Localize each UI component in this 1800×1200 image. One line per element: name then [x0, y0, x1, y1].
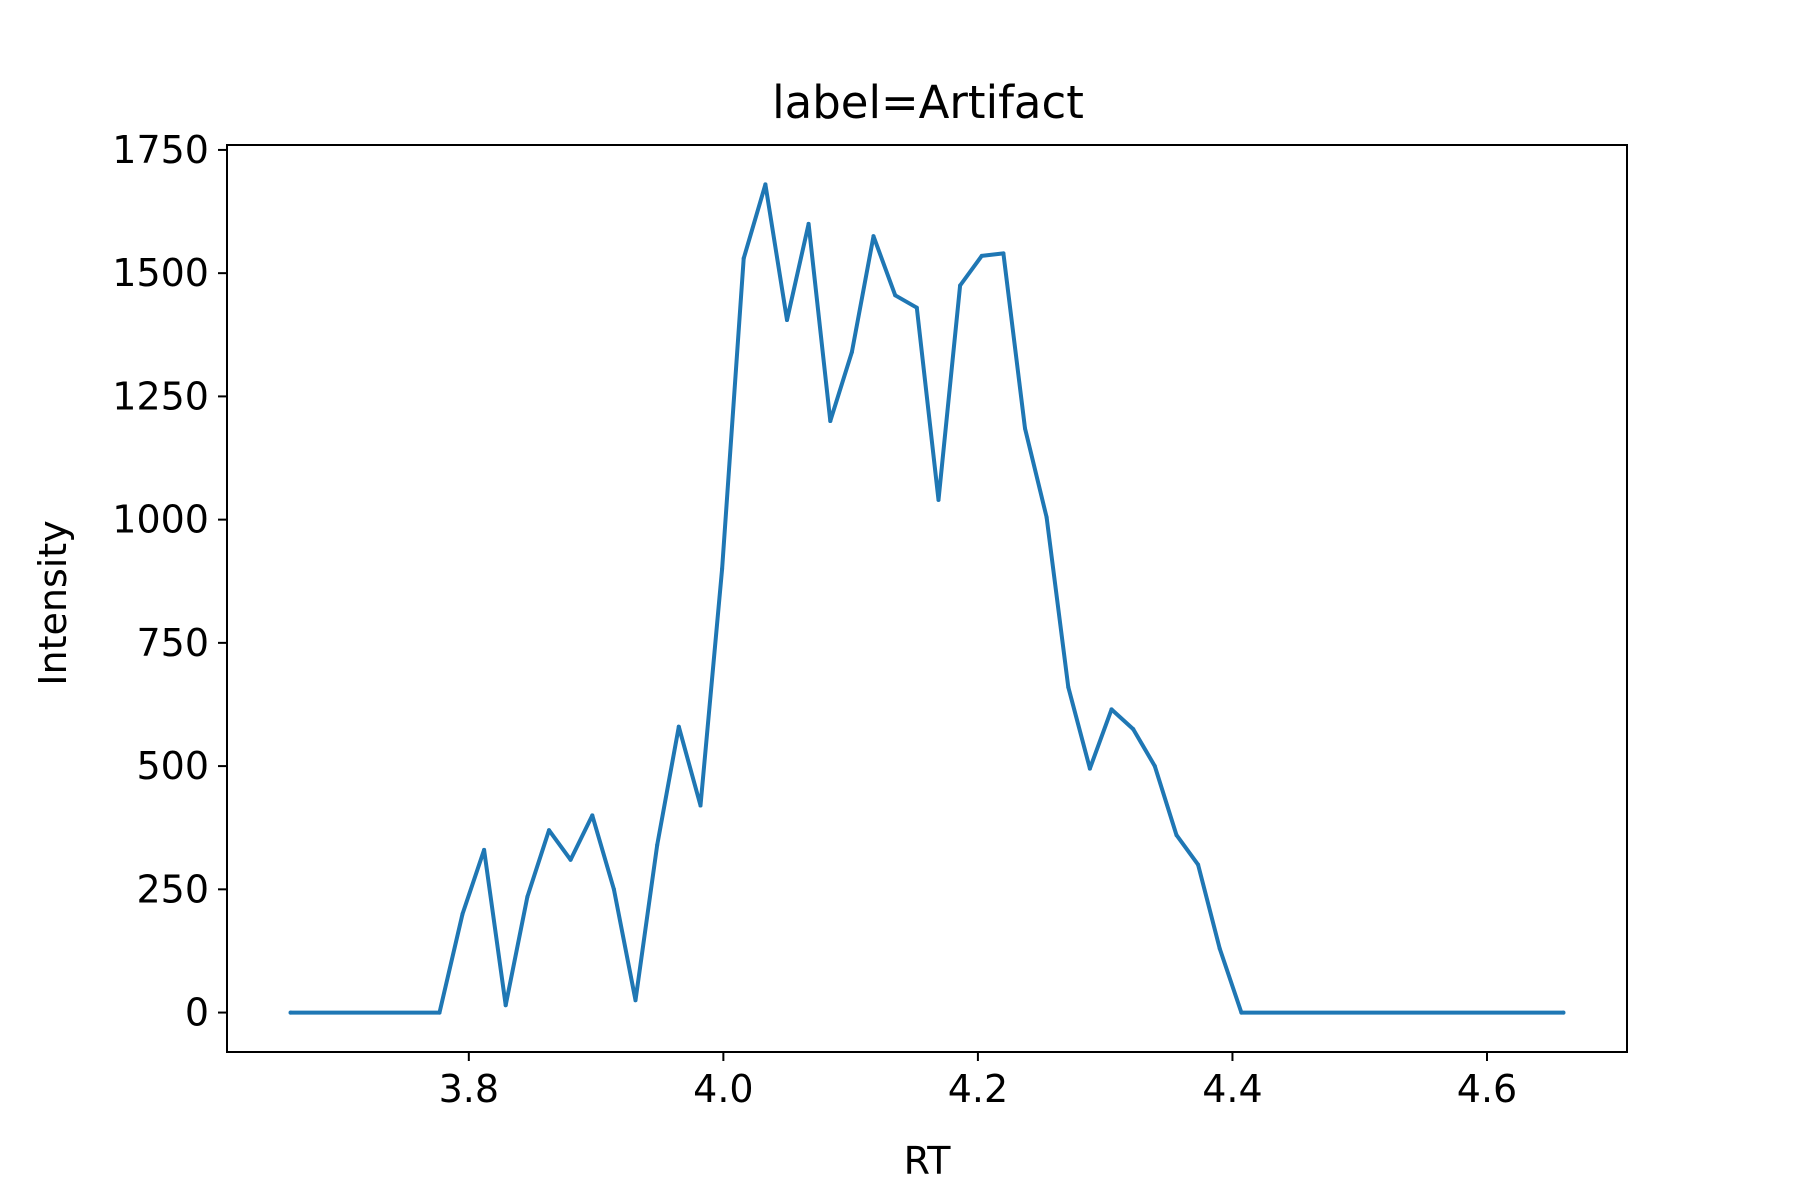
data-point [1561, 1010, 1566, 1015]
data-point [611, 887, 616, 892]
x-axis: 3.8 4.0 4.2 4.4 4.6 [439, 1052, 1517, 1111]
series-line [288, 182, 1566, 1015]
data-point [437, 1010, 442, 1015]
data-point [698, 803, 703, 808]
data-point [547, 828, 551, 833]
x-tick-label: 4.4 [1202, 1067, 1262, 1111]
data-point [763, 182, 768, 187]
data-point [1131, 727, 1136, 732]
y-tick-label: 750 [136, 621, 209, 665]
y-tick-label: 1250 [112, 374, 209, 418]
data-point [1023, 426, 1027, 431]
data-point [1001, 251, 1006, 256]
data-point [1217, 946, 1222, 951]
data-point [1066, 685, 1071, 690]
y-tick-label: 500 [136, 744, 209, 788]
data-point [1152, 764, 1157, 769]
data-point [849, 350, 854, 354]
data-point [590, 813, 595, 818]
data-point [720, 566, 725, 571]
y-tick-label: 0 [185, 991, 209, 1035]
data-point [936, 497, 941, 502]
y-tick-label: 1000 [112, 498, 209, 542]
data-point [655, 843, 660, 847]
series-points [288, 182, 1566, 1015]
data-point [828, 419, 833, 423]
data-point [871, 234, 876, 239]
data-point [979, 253, 984, 258]
x-axis-label: RT [904, 1139, 952, 1183]
data-point [914, 305, 919, 310]
chart-title: label=Artifact [772, 76, 1084, 129]
data-point [525, 894, 530, 899]
x-tick-label: 4.0 [693, 1067, 753, 1111]
data-point [1109, 707, 1114, 712]
data-point [568, 857, 573, 862]
data-point [1196, 862, 1201, 867]
y-axis-label: Intensity [31, 520, 75, 685]
y-tick-label: 250 [136, 867, 209, 911]
data-point [460, 912, 465, 916]
data-point [503, 1003, 508, 1008]
data-point [288, 1010, 293, 1015]
x-tick-label: 3.8 [439, 1067, 499, 1111]
data-point [482, 847, 487, 852]
data-point [958, 283, 963, 288]
data-point [893, 293, 898, 298]
y-tick-label: 1500 [112, 251, 209, 295]
data-point [785, 318, 789, 322]
data-point [1087, 766, 1092, 771]
y-tick-label: 1750 [112, 128, 209, 172]
data-point [1239, 1010, 1244, 1015]
data-point [633, 998, 638, 1003]
x-tick-label: 4.6 [1457, 1067, 1517, 1111]
plot-frame [226, 144, 1628, 1053]
data-point [676, 724, 681, 729]
data-point [741, 256, 746, 261]
data-point [1174, 833, 1179, 838]
data-point [806, 221, 811, 226]
data-point [1044, 515, 1049, 520]
x-tick-label: 4.2 [948, 1067, 1008, 1111]
y-axis: 0 250 500 750 1000 1250 1500 1750 [112, 128, 227, 1035]
